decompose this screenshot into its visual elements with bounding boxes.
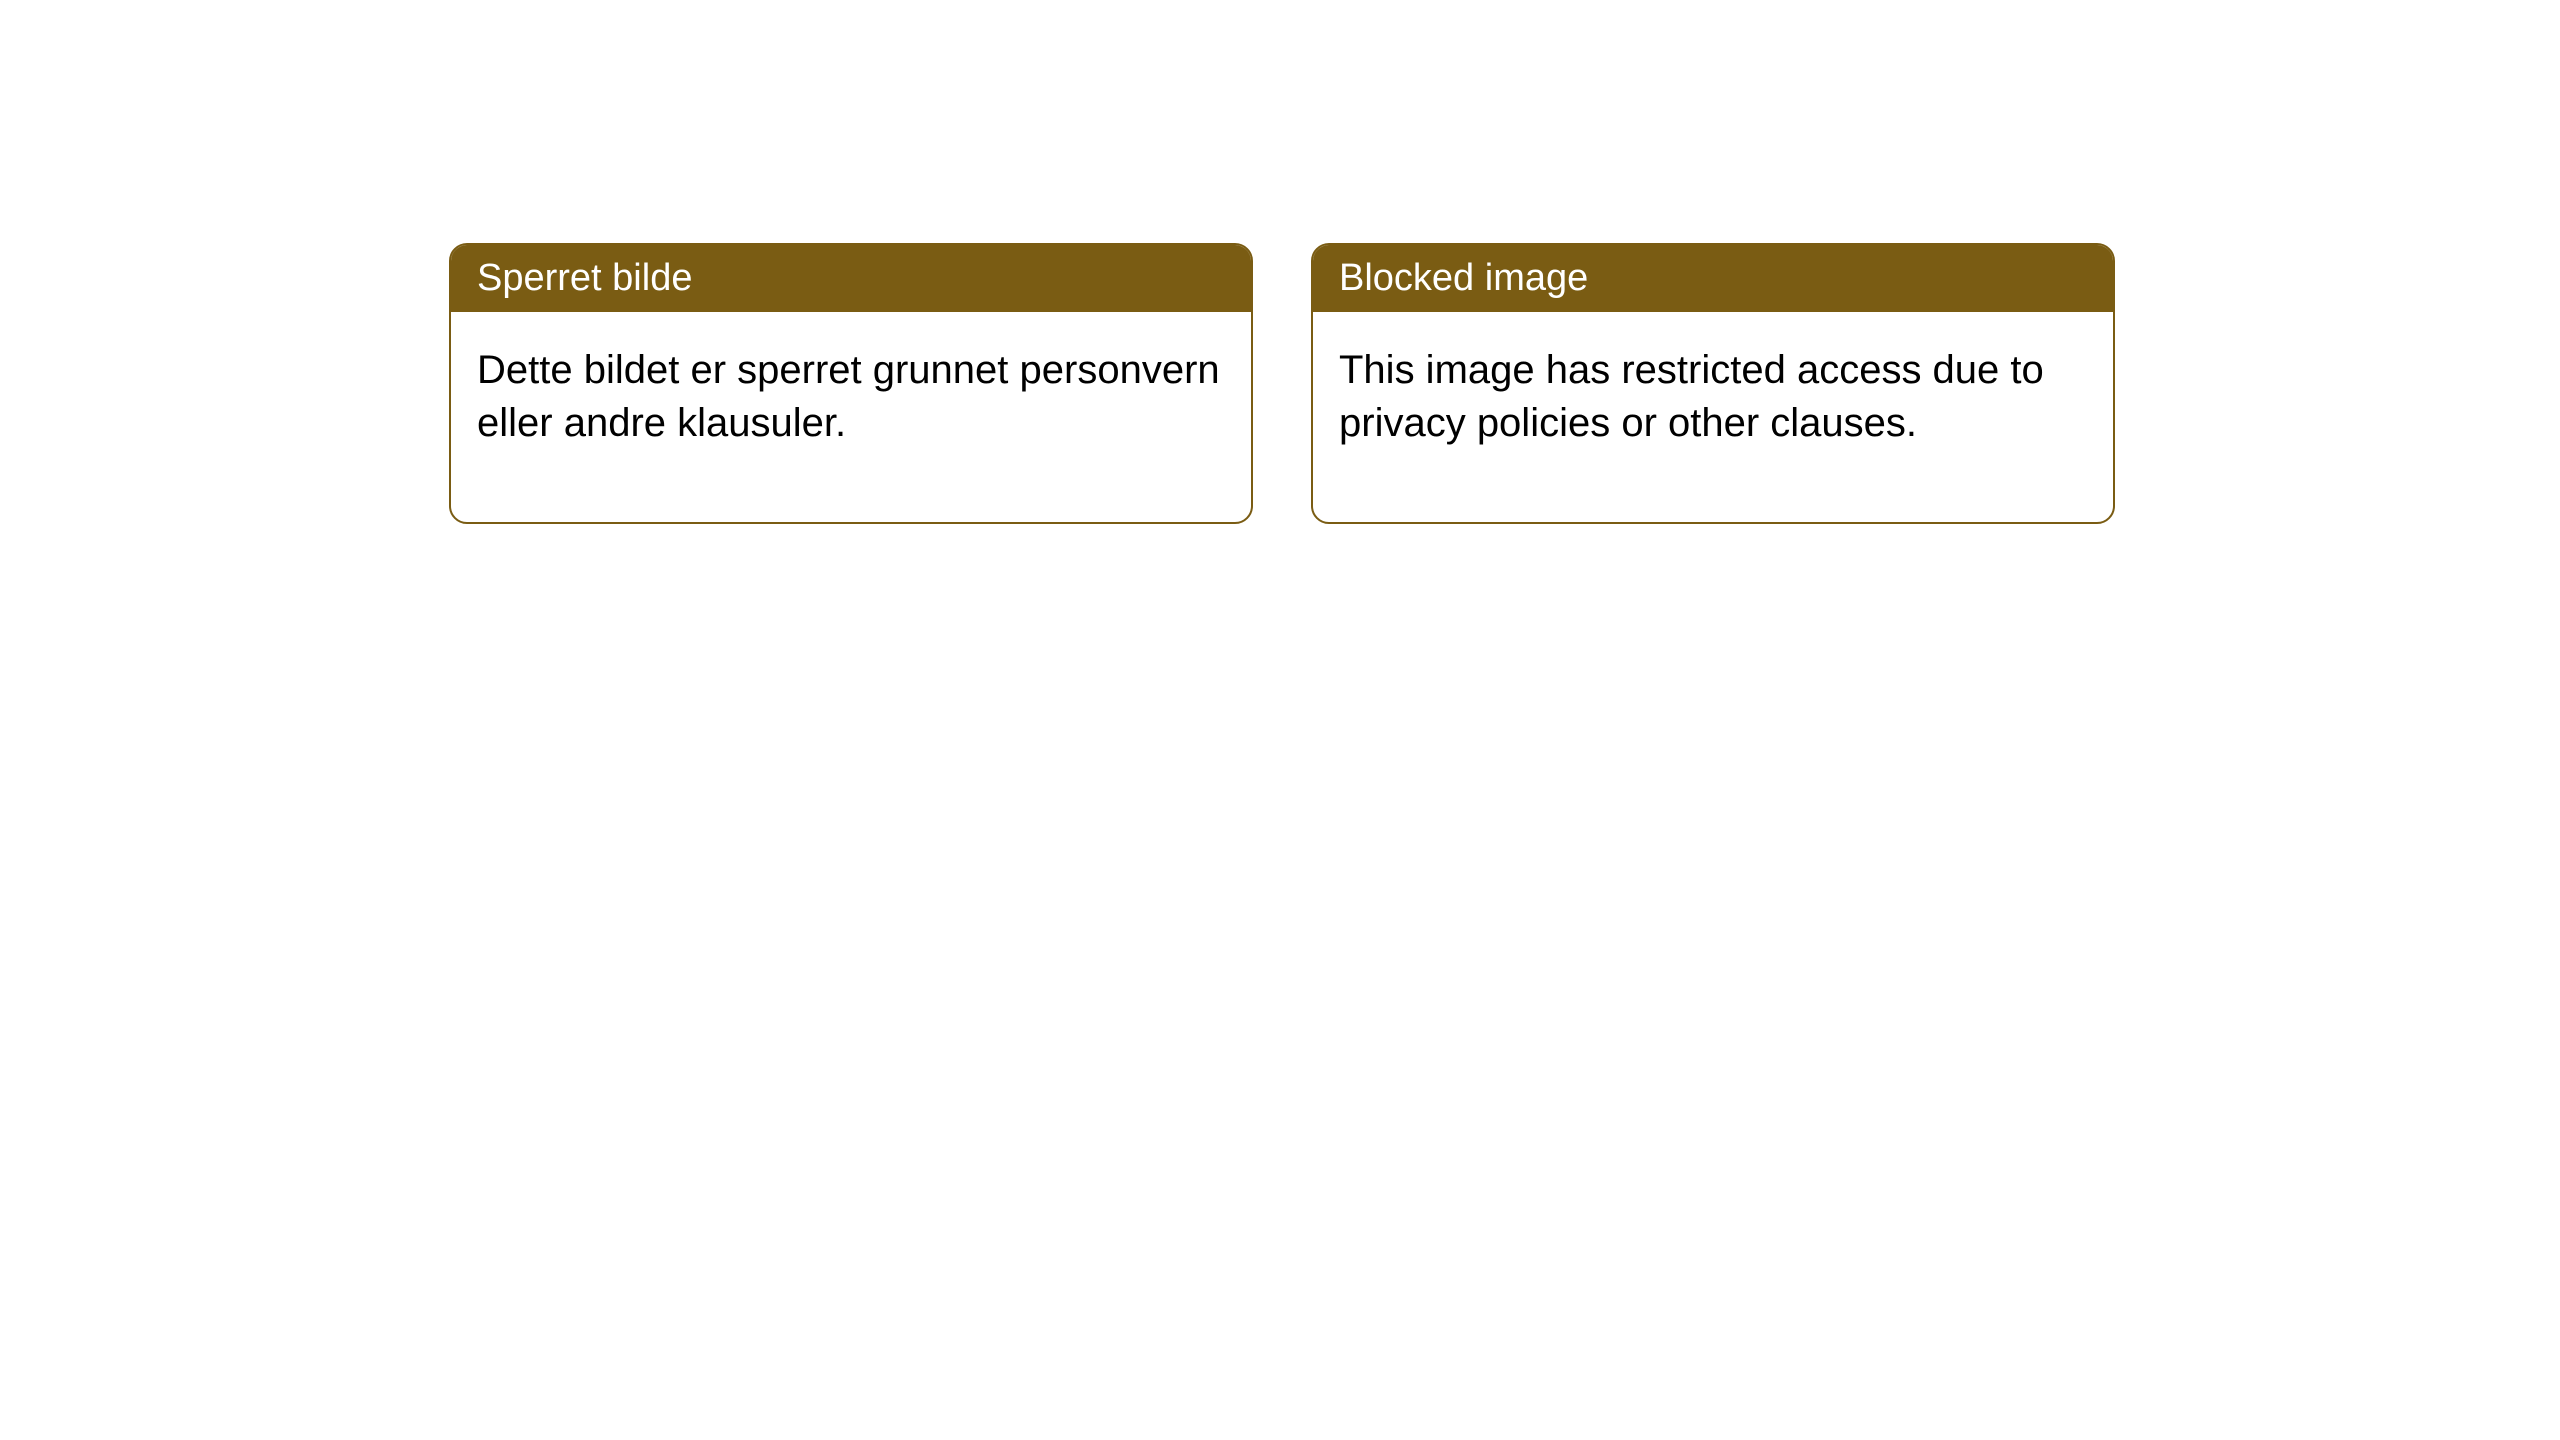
- notice-body: This image has restricted access due to …: [1313, 312, 2113, 522]
- notice-container: Sperret bilde Dette bildet er sperret gr…: [449, 243, 2115, 524]
- notice-header: Blocked image: [1313, 245, 2113, 312]
- notice-title: Blocked image: [1339, 257, 1588, 299]
- notice-text: Dette bildet er sperret grunnet personve…: [477, 348, 1220, 445]
- notice-title: Sperret bilde: [477, 257, 692, 299]
- notice-card-norwegian: Sperret bilde Dette bildet er sperret gr…: [449, 243, 1253, 524]
- notice-text: This image has restricted access due to …: [1339, 348, 2044, 445]
- notice-header: Sperret bilde: [451, 245, 1251, 312]
- notice-card-english: Blocked image This image has restricted …: [1311, 243, 2115, 524]
- notice-body: Dette bildet er sperret grunnet personve…: [451, 312, 1251, 522]
